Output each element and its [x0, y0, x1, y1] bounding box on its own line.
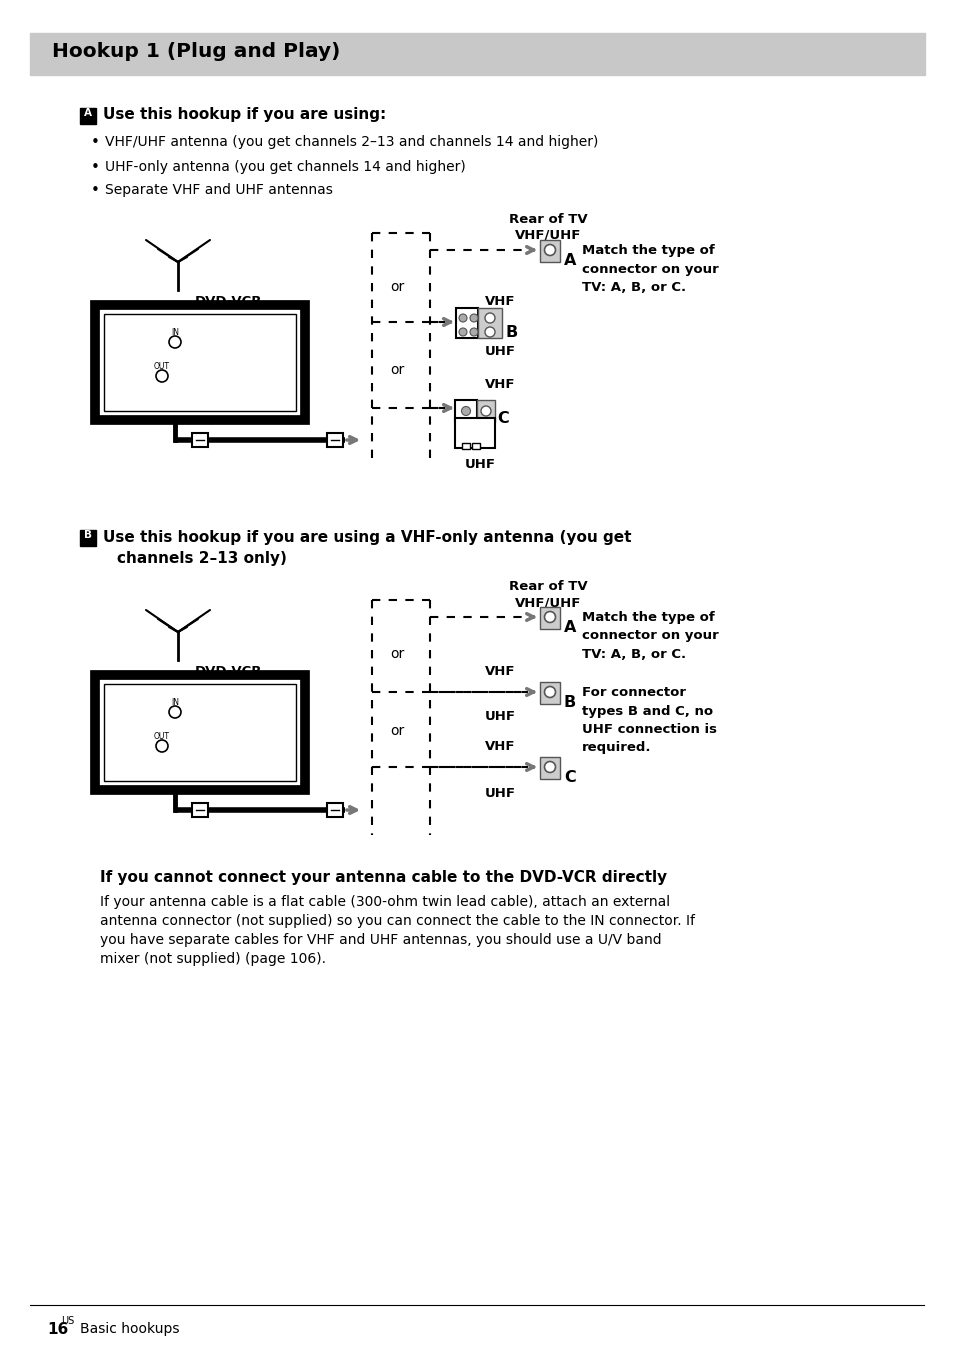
- Bar: [476, 400, 495, 422]
- Bar: [455, 418, 495, 448]
- Text: IN: IN: [171, 698, 179, 707]
- Text: A: A: [563, 253, 576, 268]
- Text: IN: IN: [171, 329, 179, 337]
- Text: VHF: VHF: [484, 295, 515, 308]
- Circle shape: [458, 329, 467, 337]
- Text: UHF: UHF: [464, 458, 495, 470]
- Text: channels 2–13 only): channels 2–13 only): [117, 552, 287, 566]
- Bar: [539, 757, 559, 779]
- Bar: [95, 306, 305, 420]
- Bar: [192, 803, 208, 817]
- Text: you have separate cables for VHF and UHF antennas, you should use a U/V band: you have separate cables for VHF and UHF…: [100, 933, 661, 946]
- Bar: [104, 314, 295, 411]
- Text: Use this hookup if you are using:: Use this hookup if you are using:: [103, 107, 386, 122]
- Text: UHF: UHF: [484, 787, 515, 800]
- Text: or: or: [390, 725, 404, 738]
- Text: VHF/UHF antenna (you get channels 2–13 and channels 14 and higher): VHF/UHF antenna (you get channels 2–13 a…: [105, 135, 598, 149]
- Text: DVD-VCR: DVD-VCR: [194, 295, 262, 308]
- Text: Hookup 1 (Plug and Play): Hookup 1 (Plug and Play): [52, 42, 340, 61]
- Text: UHF: UHF: [484, 345, 515, 358]
- Bar: [80, 530, 96, 546]
- Circle shape: [169, 337, 181, 347]
- Circle shape: [458, 314, 467, 322]
- Bar: [104, 684, 295, 781]
- Text: C: C: [563, 771, 576, 786]
- Circle shape: [169, 706, 181, 718]
- Text: •: •: [91, 183, 99, 197]
- Bar: [539, 241, 559, 262]
- Text: Rear of TV
VHF/UHF: Rear of TV VHF/UHF: [508, 580, 587, 608]
- Text: A: A: [84, 108, 91, 118]
- Circle shape: [484, 314, 495, 323]
- Bar: [327, 803, 343, 817]
- Bar: [95, 675, 305, 790]
- Text: mixer (not supplied) (page 106).: mixer (not supplied) (page 106).: [100, 952, 326, 965]
- Bar: [327, 433, 343, 448]
- Bar: [461, 443, 470, 449]
- Bar: [30, 32, 924, 74]
- Text: OUT: OUT: [153, 731, 170, 741]
- Text: B: B: [84, 530, 91, 539]
- Circle shape: [461, 407, 470, 415]
- Circle shape: [544, 761, 555, 772]
- Bar: [192, 433, 208, 448]
- Bar: [539, 681, 559, 704]
- Text: For connector
types B and C, no
UHF connection is
required.: For connector types B and C, no UHF conn…: [581, 685, 717, 754]
- Text: Match the type of
connector on your
TV: A, B, or C.: Match the type of connector on your TV: …: [581, 243, 718, 293]
- Bar: [472, 443, 479, 449]
- Text: UHF: UHF: [484, 710, 515, 723]
- Text: Basic hookups: Basic hookups: [80, 1322, 179, 1336]
- Text: A: A: [563, 621, 576, 635]
- Text: or: or: [390, 648, 404, 661]
- Circle shape: [544, 687, 555, 698]
- Circle shape: [484, 327, 495, 337]
- Text: VHF: VHF: [484, 665, 515, 677]
- Text: antenna connector (not supplied) so you can connect the cable to the IN connecto: antenna connector (not supplied) so you …: [100, 914, 695, 927]
- Text: 16: 16: [47, 1322, 69, 1337]
- Circle shape: [470, 314, 477, 322]
- Text: •: •: [91, 160, 99, 174]
- Text: VHF: VHF: [484, 379, 515, 391]
- Text: B: B: [563, 695, 576, 710]
- Text: DVD-VCR: DVD-VCR: [194, 665, 262, 677]
- Circle shape: [480, 406, 491, 416]
- Circle shape: [156, 370, 168, 383]
- Text: •: •: [91, 135, 99, 150]
- Text: or: or: [390, 280, 404, 293]
- Circle shape: [156, 740, 168, 752]
- Bar: [80, 108, 96, 124]
- Text: C: C: [497, 411, 508, 426]
- Bar: [477, 308, 501, 338]
- Text: OUT: OUT: [153, 362, 170, 370]
- Text: or: or: [390, 362, 404, 377]
- Bar: [539, 607, 559, 629]
- Bar: [456, 308, 477, 338]
- Circle shape: [544, 611, 555, 622]
- Text: B: B: [505, 324, 517, 339]
- Text: If your antenna cable is a flat cable (300-ohm twin lead cable), attach an exter: If your antenna cable is a flat cable (3…: [100, 895, 669, 909]
- Bar: [455, 400, 476, 422]
- Text: Match the type of
connector on your
TV: A, B, or C.: Match the type of connector on your TV: …: [581, 611, 718, 661]
- Text: Separate VHF and UHF antennas: Separate VHF and UHF antennas: [105, 183, 333, 197]
- Text: VHF: VHF: [484, 740, 515, 753]
- Text: US: US: [61, 1315, 74, 1326]
- Circle shape: [544, 245, 555, 256]
- Text: UHF-only antenna (you get channels 14 and higher): UHF-only antenna (you get channels 14 an…: [105, 160, 465, 174]
- Text: If you cannot connect your antenna cable to the DVD-VCR directly: If you cannot connect your antenna cable…: [100, 869, 666, 886]
- Text: Use this hookup if you are using a VHF-only antenna (you get: Use this hookup if you are using a VHF-o…: [103, 530, 631, 545]
- Text: Rear of TV
VHF/UHF: Rear of TV VHF/UHF: [508, 214, 587, 242]
- Circle shape: [470, 329, 477, 337]
